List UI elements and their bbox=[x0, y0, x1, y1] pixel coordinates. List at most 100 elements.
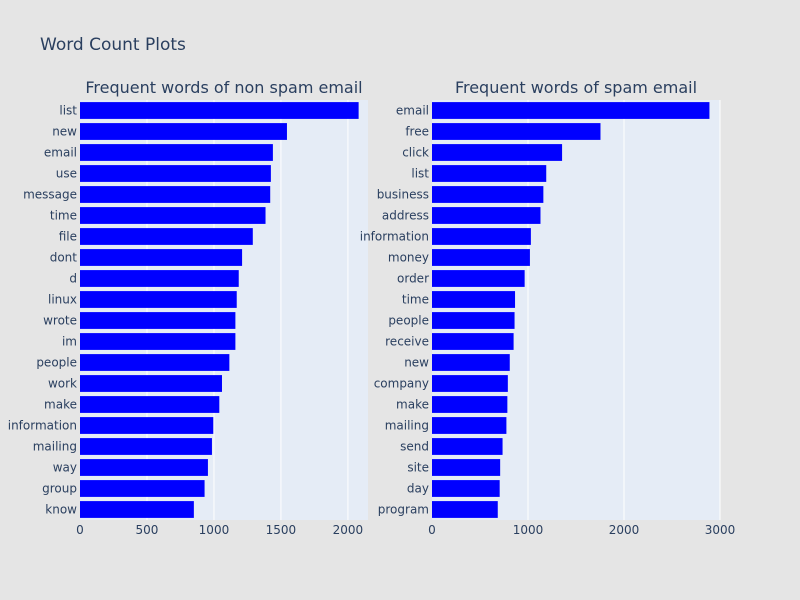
bar-spam-free bbox=[432, 123, 601, 140]
bar-non-spam-message bbox=[80, 186, 271, 203]
bar-spam-order bbox=[432, 270, 525, 287]
bar-non-spam-work bbox=[80, 375, 222, 392]
y-tick-label-non-spam: im bbox=[62, 335, 77, 349]
chart-non-spam: list new email use message time file dont d linux… bbox=[8, 78, 368, 537]
bars-spam bbox=[432, 102, 710, 518]
chart-spam: email free click list business address informa… bbox=[360, 78, 736, 537]
bar-spam-day bbox=[432, 480, 500, 497]
y-tick-label-spam: time bbox=[402, 293, 429, 307]
y-tick-label-spam: address bbox=[382, 209, 429, 223]
y-tick-label-non-spam: time bbox=[50, 209, 77, 223]
y-tick-label-non-spam: dont bbox=[50, 251, 78, 265]
bar-spam-people bbox=[432, 312, 515, 329]
y-tick-label-non-spam: wrote bbox=[43, 314, 77, 328]
bar-spam-site bbox=[432, 459, 501, 476]
x-tick-labels-non-spam: 0 500 1000 1500 2000 bbox=[76, 523, 363, 537]
bar-spam-click bbox=[432, 144, 563, 161]
bar-non-spam-time bbox=[80, 207, 266, 224]
y-tick-label-non-spam: information bbox=[8, 419, 77, 433]
y-tick-label-non-spam: group bbox=[42, 482, 77, 496]
bar-spam-business bbox=[432, 186, 544, 203]
y-tick-label-spam: information bbox=[360, 230, 429, 244]
y-tick-label-spam: company bbox=[374, 377, 429, 391]
bar-non-spam-list bbox=[80, 102, 359, 119]
figure-title: Word Count Plots bbox=[40, 35, 186, 55]
y-tick-label-spam: receive bbox=[385, 335, 429, 349]
y-tick-label-non-spam: make bbox=[44, 398, 77, 412]
y-tick-label-spam: send bbox=[400, 440, 429, 454]
y-tick-label-spam: program bbox=[378, 503, 429, 517]
y-tick-label-non-spam: linux bbox=[48, 293, 77, 307]
y-tick-label-spam: free bbox=[405, 125, 429, 139]
x-tick-label-non-spam: 1500 bbox=[266, 523, 297, 537]
x-tick-label-non-spam: 0 bbox=[76, 523, 84, 537]
y-tick-label-spam: click bbox=[402, 146, 429, 160]
y-tick-label-spam: site bbox=[407, 461, 429, 475]
y-tick-label-non-spam: d bbox=[69, 272, 77, 286]
bar-non-spam-wrote bbox=[80, 312, 236, 329]
y-tick-label-spam: order bbox=[397, 272, 429, 286]
y-tick-label-non-spam: way bbox=[53, 461, 77, 475]
y-tick-labels-spam: email free click list business address informa… bbox=[360, 104, 430, 517]
x-tick-label-spam: 3000 bbox=[705, 523, 736, 537]
y-tick-label-non-spam: list bbox=[59, 104, 77, 118]
bar-non-spam-d bbox=[80, 270, 239, 287]
y-tick-label-spam: money bbox=[388, 251, 429, 265]
bar-non-spam-information bbox=[80, 417, 214, 434]
y-tick-label-non-spam: people bbox=[36, 356, 77, 370]
bars-non-spam bbox=[80, 102, 359, 518]
x-tick-label-spam: 0 bbox=[428, 523, 436, 537]
bar-non-spam-mailing bbox=[80, 438, 212, 455]
y-tick-label-spam: people bbox=[388, 314, 429, 328]
bar-spam-make bbox=[432, 396, 508, 413]
bar-spam-new bbox=[432, 354, 510, 371]
y-tick-label-non-spam: file bbox=[59, 230, 77, 244]
x-tick-label-spam: 1000 bbox=[513, 523, 544, 537]
x-tick-label-spam: 2000 bbox=[609, 523, 640, 537]
bar-spam-company bbox=[432, 375, 508, 392]
bar-non-spam-people bbox=[80, 354, 230, 371]
bar-spam-mailing bbox=[432, 417, 507, 434]
bar-non-spam-know bbox=[80, 501, 194, 518]
y-tick-label-non-spam: message bbox=[23, 188, 77, 202]
bar-spam-address bbox=[432, 207, 541, 224]
bar-spam-money bbox=[432, 249, 530, 266]
bar-spam-program bbox=[432, 501, 498, 518]
y-tick-label-non-spam: know bbox=[45, 503, 77, 517]
y-tick-label-spam: email bbox=[396, 104, 429, 118]
subplot-title-spam: Frequent words of spam email bbox=[455, 78, 697, 97]
bar-spam-time bbox=[432, 291, 516, 308]
y-tick-label-spam: business bbox=[377, 188, 429, 202]
plot-area-spam bbox=[432, 100, 720, 520]
bar-non-spam-email bbox=[80, 144, 273, 161]
y-tick-label-spam: list bbox=[411, 167, 429, 181]
plot-area-non-spam bbox=[80, 100, 368, 520]
bar-non-spam-group bbox=[80, 480, 205, 497]
bar-non-spam-way bbox=[80, 459, 208, 476]
bar-non-spam-dont bbox=[80, 249, 243, 266]
bar-spam-information bbox=[432, 228, 531, 245]
y-tick-label-spam: mailing bbox=[385, 419, 429, 433]
bar-non-spam-im bbox=[80, 333, 236, 350]
bar-non-spam-file bbox=[80, 228, 253, 245]
y-tick-label-non-spam: new bbox=[52, 125, 77, 139]
y-tick-label-non-spam: use bbox=[56, 167, 77, 181]
y-tick-label-non-spam: mailing bbox=[33, 440, 77, 454]
bar-non-spam-linux bbox=[80, 291, 237, 308]
subplot-title-non-spam: Frequent words of non spam email bbox=[85, 78, 362, 97]
x-tick-label-non-spam: 1000 bbox=[199, 523, 230, 537]
x-tick-label-non-spam: 2000 bbox=[333, 523, 364, 537]
bar-spam-send bbox=[432, 438, 503, 455]
x-tick-labels-spam: 0 1000 2000 3000 bbox=[428, 523, 735, 537]
y-tick-label-spam: day bbox=[407, 482, 429, 496]
y-tick-label-non-spam: email bbox=[44, 146, 77, 160]
y-tick-label-spam: new bbox=[404, 356, 429, 370]
bar-spam-list bbox=[432, 165, 547, 182]
bar-non-spam-use bbox=[80, 165, 271, 182]
bar-spam-receive bbox=[432, 333, 514, 350]
y-tick-label-non-spam: work bbox=[48, 377, 77, 391]
bar-spam-email bbox=[432, 102, 710, 119]
x-tick-label-non-spam: 500 bbox=[136, 523, 159, 537]
bar-non-spam-new bbox=[80, 123, 287, 140]
